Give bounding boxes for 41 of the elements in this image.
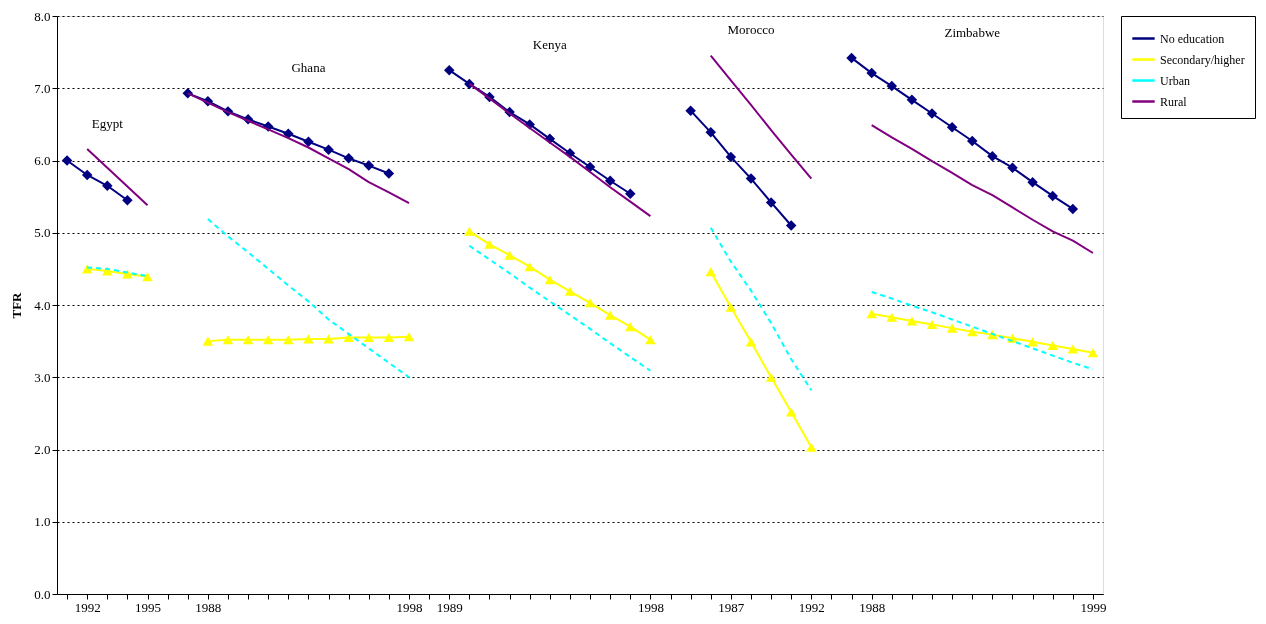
point xyxy=(906,94,918,106)
y-tick-label: 6.0 xyxy=(34,153,51,168)
point xyxy=(886,80,898,92)
x-tick-label: 1999 xyxy=(1080,599,1107,615)
point xyxy=(1067,203,1079,215)
x-tick-label: 1989 xyxy=(436,599,463,615)
x-tick-label: 1998 xyxy=(637,599,664,615)
y-tick-label: 4.0 xyxy=(34,297,51,313)
x-tick-label: 1998 xyxy=(396,599,423,615)
legend-label: No education xyxy=(1160,31,1225,46)
point xyxy=(946,122,958,133)
x-tick-label: 1987 xyxy=(718,599,745,615)
point xyxy=(1027,176,1038,188)
x-tick-label: 1995 xyxy=(135,599,162,615)
x-tick-label: 1988 xyxy=(195,599,222,615)
legend-label: Rural xyxy=(1160,94,1188,109)
y-tick-label: 5.0 xyxy=(34,225,51,241)
annotation: Egypt xyxy=(91,115,124,131)
point xyxy=(1007,162,1018,173)
x-tick-label: 1992 xyxy=(798,599,825,615)
point xyxy=(926,108,938,119)
annotation: Zimbabwe xyxy=(944,24,1001,40)
point xyxy=(967,135,978,147)
point xyxy=(846,52,857,64)
y-tick-label: 8.0 xyxy=(34,8,51,24)
y-tick-label: 3.0 xyxy=(34,369,51,385)
point xyxy=(1047,190,1058,202)
x-tick-label: 1988 xyxy=(859,599,886,615)
y-axis-title: TFR xyxy=(9,291,25,319)
legend-label: Secondary/higher xyxy=(1160,52,1245,67)
annotation: Morocco xyxy=(727,22,775,38)
legend-label: Urban xyxy=(1160,73,1190,88)
y-tick-label: 1.0 xyxy=(34,514,51,530)
y-tick-label: 2.0 xyxy=(34,442,51,457)
x-tick-label: 1992 xyxy=(74,599,101,615)
y-tick-label: 7.0 xyxy=(34,80,51,96)
point xyxy=(987,150,998,162)
annotation: Ghana xyxy=(291,60,326,76)
y-tick-label: 0.0 xyxy=(34,586,51,602)
point xyxy=(866,67,877,79)
annotation: Kenya xyxy=(532,36,568,52)
